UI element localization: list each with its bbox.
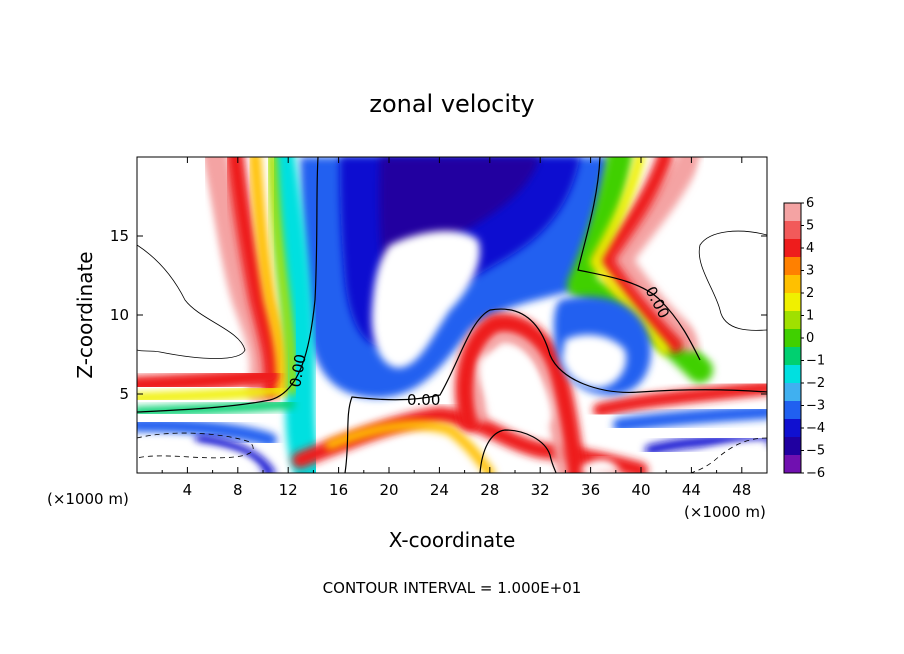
x-tick-label: 16 xyxy=(329,481,348,499)
x-tick-label: 4 xyxy=(183,481,193,499)
colorbar-tick-label: −3 xyxy=(806,399,825,414)
x-tick-label: 36 xyxy=(581,481,600,499)
contour-thin-left xyxy=(137,244,246,359)
colorbar-swatch xyxy=(784,437,801,456)
y-axis-label: Z-coordinate xyxy=(73,251,97,378)
contour-dashed-right xyxy=(689,437,767,473)
colorbar-swatch xyxy=(784,221,801,240)
field-band xyxy=(265,157,325,473)
colorbar-swatch xyxy=(784,347,801,366)
colorbar-swatch xyxy=(784,203,801,222)
y-tick-label: 15 xyxy=(110,227,129,245)
x-tick-label: 32 xyxy=(531,481,550,499)
x-tick-label: 8 xyxy=(233,481,243,499)
field-region xyxy=(379,157,540,300)
y-tick-label: 5 xyxy=(119,385,129,403)
x-axis: 4 8 12 16 20 24 28 32 36 40 44 48 xyxy=(161,157,751,499)
colorbar-swatch xyxy=(784,275,801,294)
field-region xyxy=(370,446,440,473)
colorbar-swatch xyxy=(784,383,801,402)
field-band xyxy=(645,435,767,455)
field-band xyxy=(137,385,285,403)
field-band xyxy=(267,157,297,395)
field-band xyxy=(249,157,289,396)
x-tick-label: 20 xyxy=(379,481,398,499)
velocity-field xyxy=(137,157,767,473)
x-axis-label: X-coordinate xyxy=(389,528,516,552)
colorbar-tick-label: −4 xyxy=(806,421,825,436)
x-tick-label: 28 xyxy=(480,481,499,499)
field-band xyxy=(226,157,282,399)
x-tick-label: 12 xyxy=(279,481,298,499)
field-band xyxy=(325,420,495,473)
x-tick-label: 48 xyxy=(732,481,751,499)
contour-thin-right xyxy=(698,230,767,331)
field-band xyxy=(597,157,683,353)
contour-label-1: 0.00 xyxy=(286,353,310,389)
zero-contour-mid xyxy=(344,308,767,473)
field-band xyxy=(137,418,277,447)
colorbar-tick-label: −5 xyxy=(806,444,825,459)
colorbar-swatch xyxy=(784,401,801,420)
field-band xyxy=(137,366,279,394)
y-tick-label: 10 xyxy=(110,306,129,324)
x-tick-label: 44 xyxy=(682,481,701,499)
colorbar-tick-label: −6 xyxy=(806,466,825,481)
contour-interval: CONTOUR INTERVAL = 1.000E+01 xyxy=(323,579,582,597)
x-tick-label: 40 xyxy=(631,481,650,499)
colorbar-swatch xyxy=(784,419,801,438)
colorbar-swatch xyxy=(784,329,801,348)
colorbar-tick-label: −2 xyxy=(806,376,825,391)
field-region xyxy=(371,230,480,368)
chart-title: zonal velocity xyxy=(369,90,534,118)
colorbar-tick-label: 3 xyxy=(806,264,814,279)
field-region xyxy=(680,440,767,473)
colorbar-swatch xyxy=(784,365,801,384)
field-region xyxy=(137,157,237,364)
colorbar-swatch xyxy=(784,455,801,474)
zero-contour-left xyxy=(137,157,319,413)
colorbar-tick-label: 4 xyxy=(806,241,814,256)
contour-dashed-left xyxy=(137,432,254,459)
colorbar-swatch xyxy=(784,311,801,330)
colorbar-swatch xyxy=(784,257,801,276)
colorbar-tick-label: 0 xyxy=(806,331,814,346)
field-band xyxy=(195,435,275,473)
zero-contour-right xyxy=(577,157,701,361)
colorbar-tick-label: 5 xyxy=(806,219,814,234)
colorbar: 6 5 4 3 2 1 0 −1 −2 −3 −4 −5 −6 xyxy=(783,196,825,481)
field-region xyxy=(691,157,767,360)
field-band xyxy=(455,313,586,473)
field-band xyxy=(613,405,767,432)
colorbar-tick-label: 1 xyxy=(806,309,814,324)
colorbar-swatch xyxy=(784,239,801,258)
colorbar-tick-label: 2 xyxy=(806,286,814,301)
colorbar-swatch xyxy=(784,293,801,312)
field-region xyxy=(137,440,262,473)
contour-lines xyxy=(137,157,767,473)
field-region xyxy=(562,334,627,388)
colorbar-tick-label: −1 xyxy=(806,354,825,369)
x-axis-unit: (×1000 m) xyxy=(684,503,766,521)
field-region xyxy=(580,459,620,473)
y-axis: 5 10 15 xyxy=(110,227,767,403)
y-axis-unit: (×1000 m) xyxy=(47,490,129,508)
field-band xyxy=(608,157,702,352)
colorbar-tick-label: 6 xyxy=(806,196,814,211)
contour-bottom-mid xyxy=(479,429,557,473)
contour-label-2: 0.00 xyxy=(407,391,440,409)
field-region xyxy=(478,350,552,425)
x-tick-label: 24 xyxy=(430,481,449,499)
